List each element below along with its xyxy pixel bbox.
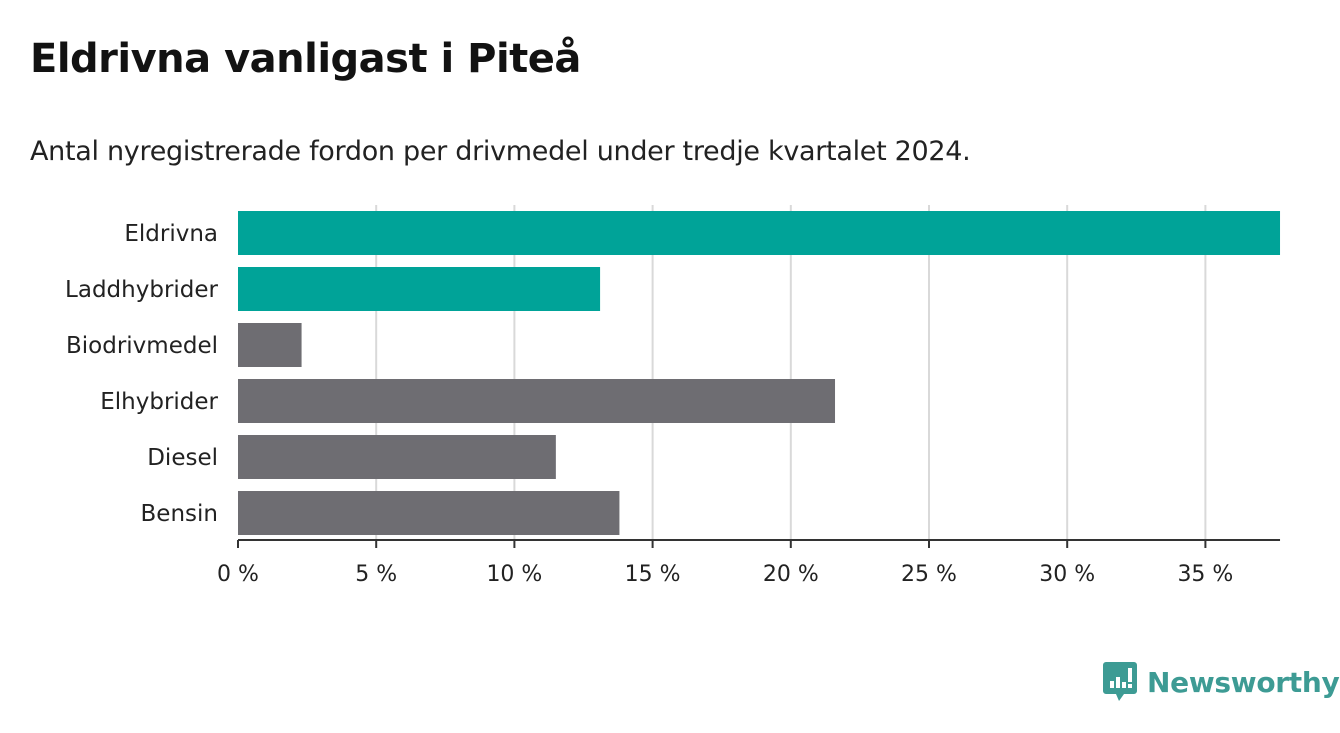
category-label: Elhybrider <box>100 389 218 415</box>
category-label: Bensin <box>141 501 218 527</box>
bar-biodrivmedel <box>238 323 302 367</box>
category-label: Eldrivna <box>124 221 218 247</box>
x-tick-label: 35 % <box>1177 562 1233 587</box>
bar-chart-speech-bubble-icon <box>1103 662 1137 701</box>
bar-laddhybrider <box>238 267 601 311</box>
x-tick-label: 10 % <box>486 562 542 587</box>
bar-elhybrider <box>238 379 836 423</box>
brand-name: Newsworthy <box>1147 665 1340 699</box>
bar-diesel <box>238 435 556 479</box>
x-tick-label: 25 % <box>901 562 957 587</box>
x-tick-label: 0 % <box>217 562 259 587</box>
bar-eldrivna <box>238 211 1281 255</box>
newsworthy-logo: Newsworthy <box>1103 662 1340 702</box>
bar-bensin <box>238 491 620 535</box>
x-tick-label: 20 % <box>763 562 819 587</box>
x-tick-label: 15 % <box>625 562 681 587</box>
x-tick-label: 5 % <box>355 562 397 587</box>
chart-subtitle: Antal nyregistrerade fordon per drivmede… <box>30 136 971 167</box>
category-label: Biodrivmedel <box>66 333 218 359</box>
category-label: Diesel <box>147 445 218 471</box>
category-label: Laddhybrider <box>65 277 218 303</box>
x-tick-label: 30 % <box>1039 562 1095 587</box>
chart-title: Eldrivna vanligast i Piteå <box>30 36 581 82</box>
